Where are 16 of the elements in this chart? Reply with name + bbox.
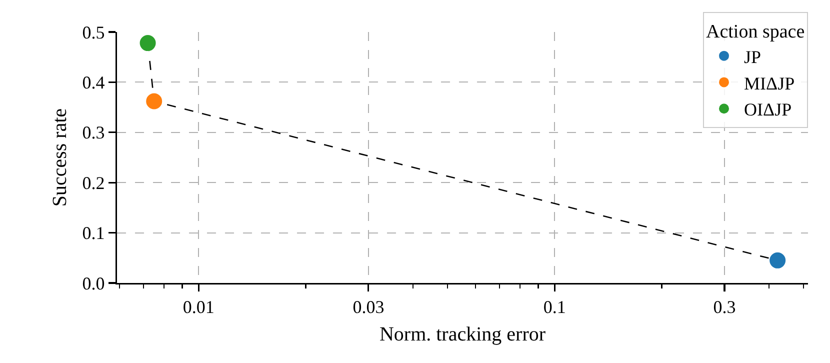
x-tick-label: 0.1	[543, 297, 566, 318]
y-tick-label: 0.3	[82, 122, 105, 143]
x-axis-title: Norm. tracking error	[379, 323, 546, 346]
y-tick-label: 0.0	[82, 273, 105, 294]
legend-title: Action space	[706, 22, 805, 43]
y-tick-label: 0.2	[82, 172, 105, 193]
legend-label: OIΔJP	[744, 100, 792, 120]
legend-label: MIΔJP	[744, 73, 795, 94]
y-tick-label: 0.5	[82, 22, 105, 42]
y-axis-title: Success rate	[49, 108, 72, 207]
x-tick-label: 0.3	[713, 297, 736, 318]
x-tick-label: 0.03	[352, 297, 384, 318]
legend-label: JP	[744, 46, 762, 67]
y-tick-label: 0.1	[82, 223, 105, 244]
y-tick-label: 0.4	[82, 72, 105, 92]
x-tick-label: 0.01	[182, 297, 214, 318]
